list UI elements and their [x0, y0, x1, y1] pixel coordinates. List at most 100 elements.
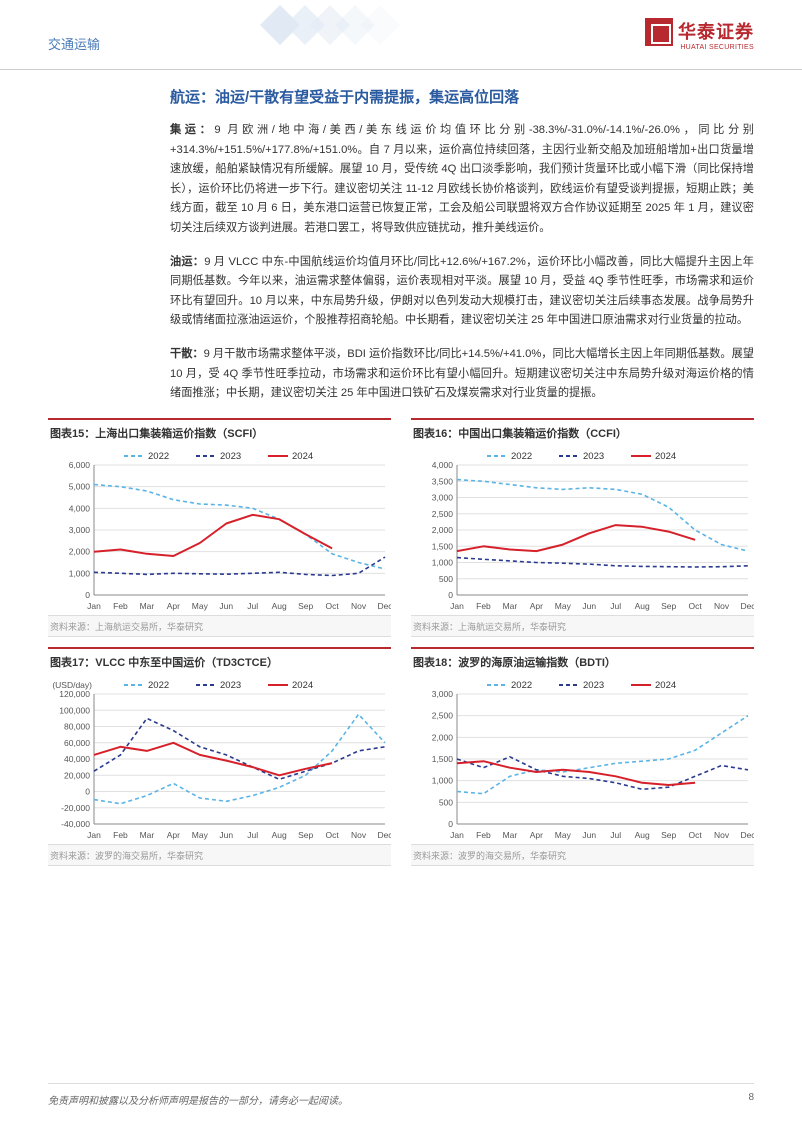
- paragraph-youyun: 油运：9 月 VLCC 中东-中国航线运价均值月环比/同比+12.6%/+167…: [170, 253, 754, 331]
- svg-text:0: 0: [448, 590, 453, 600]
- svg-text:Jul: Jul: [610, 601, 621, 611]
- svg-text:500: 500: [439, 573, 453, 583]
- svg-text:Nov: Nov: [351, 601, 367, 611]
- header-decoration: [260, 0, 440, 50]
- svg-text:1,000: 1,000: [69, 568, 91, 578]
- svg-text:Aug: Aug: [635, 601, 650, 611]
- svg-text:2,000: 2,000: [432, 732, 454, 742]
- svg-text:0: 0: [85, 590, 90, 600]
- svg-text:Jun: Jun: [582, 601, 596, 611]
- paragraph-gansan: 干散：9 月干散市场需求整体平淡，BDI 运价指数环比/同比+14.5%/+41…: [170, 345, 754, 404]
- svg-text:Oct: Oct: [325, 830, 339, 840]
- svg-text:Oct: Oct: [688, 601, 702, 611]
- svg-text:Jun: Jun: [582, 830, 596, 840]
- svg-text:80,000: 80,000: [64, 721, 90, 731]
- svg-text:4,000: 4,000: [432, 460, 454, 470]
- paragraph-jiyun: 集运：9 月欧洲/地中海/美西/美东线运价均值环比分别-38.3%/-31.0%…: [170, 121, 754, 239]
- page-footer: 免责声明和披露以及分析师声明是报告的一部分，请务必一起阅读。 8: [48, 1083, 754, 1107]
- svg-text:2023: 2023: [220, 680, 241, 691]
- chart-15-svg: 01,0002,0003,0004,0005,0006,000JanFebMar…: [48, 445, 391, 615]
- svg-text:Sep: Sep: [661, 601, 676, 611]
- svg-text:Mar: Mar: [140, 830, 155, 840]
- svg-text:2022: 2022: [148, 680, 169, 691]
- svg-text:2024: 2024: [655, 680, 676, 691]
- svg-text:Feb: Feb: [113, 601, 128, 611]
- page-number: 8: [748, 1092, 754, 1107]
- svg-text:May: May: [555, 601, 572, 611]
- page-header: 交通运输 华泰证券 HUATAI SECURITIES: [0, 0, 802, 70]
- svg-text:Aug: Aug: [272, 830, 287, 840]
- svg-text:Feb: Feb: [113, 830, 128, 840]
- svg-text:Jan: Jan: [87, 601, 101, 611]
- svg-text:Jul: Jul: [247, 601, 258, 611]
- svg-text:May: May: [192, 830, 209, 840]
- svg-text:Feb: Feb: [476, 601, 491, 611]
- logo-text-en: HUATAI SECURITIES: [678, 44, 754, 51]
- svg-text:(USD/day): (USD/day): [52, 680, 92, 690]
- svg-text:May: May: [192, 601, 209, 611]
- svg-text:Dec: Dec: [377, 830, 391, 840]
- svg-text:2023: 2023: [220, 451, 241, 462]
- svg-text:4,000: 4,000: [69, 503, 91, 513]
- svg-text:Apr: Apr: [530, 830, 543, 840]
- content-area: 航运：油运/干散有望受益于内需提振，集运高位回落 集运：9 月欧洲/地中海/美西…: [0, 70, 802, 404]
- svg-text:Jan: Jan: [450, 601, 464, 611]
- svg-text:Apr: Apr: [167, 830, 180, 840]
- svg-text:20,000: 20,000: [64, 770, 90, 780]
- svg-text:2023: 2023: [583, 451, 604, 462]
- chart-18-title: 图表18：波罗的海原油运输指数（BDTI）: [411, 647, 754, 674]
- chart-15-title: 图表15：上海出口集装箱运价指数（SCFI）: [48, 418, 391, 445]
- svg-text:Jan: Jan: [450, 830, 464, 840]
- svg-text:2,000: 2,000: [69, 546, 91, 556]
- svg-text:Nov: Nov: [351, 830, 367, 840]
- svg-text:2,500: 2,500: [432, 710, 454, 720]
- svg-text:3,500: 3,500: [432, 476, 454, 486]
- svg-text:Dec: Dec: [740, 601, 754, 611]
- svg-text:Apr: Apr: [530, 601, 543, 611]
- chart-15-block: 图表15：上海出口集装箱运价指数（SCFI） 0 1,000 2,000 3,000 4…: [48, 418, 391, 637]
- svg-text:Aug: Aug: [635, 830, 650, 840]
- svg-text:Jun: Jun: [219, 601, 233, 611]
- svg-text:Dec: Dec: [377, 601, 391, 611]
- chart-18-svg: 05001,0001,5002,0002,5003,000JanFebMarAp…: [411, 674, 754, 844]
- svg-text:Jul: Jul: [610, 830, 621, 840]
- chart-16-title: 图表16：中国出口集装箱运价指数（CCFI）: [411, 418, 754, 445]
- svg-text:Mar: Mar: [140, 601, 155, 611]
- chart-17-svg: -40,000-20,000020,00040,00060,00080,0001…: [48, 674, 391, 844]
- svg-text:Feb: Feb: [476, 830, 491, 840]
- svg-text:2022: 2022: [511, 680, 532, 691]
- svg-text:Dec: Dec: [740, 830, 754, 840]
- svg-text:2,500: 2,500: [432, 508, 454, 518]
- section-title: 航运：油运/干散有望受益于内需提振，集运高位回落: [170, 86, 754, 107]
- svg-text:3,000: 3,000: [69, 525, 91, 535]
- chart-16-block: 图表16：中国出口集装箱运价指数（CCFI） 05001,0001,5002,0…: [411, 418, 754, 637]
- svg-text:40,000: 40,000: [64, 754, 90, 764]
- chart-18-block: 图表18：波罗的海原油运输指数（BDTI） 05001,0001,5002,00…: [411, 647, 754, 866]
- svg-text:Apr: Apr: [167, 601, 180, 611]
- svg-text:Jun: Jun: [219, 830, 233, 840]
- chart-17-block: 图表17：VLCC 中东至中国运价（TD3CTCE） -40,000-20,00…: [48, 647, 391, 866]
- svg-text:5,000: 5,000: [69, 481, 91, 491]
- svg-text:3,000: 3,000: [432, 492, 454, 502]
- charts-row-1: 图表15：上海出口集装箱运价指数（SCFI） 0 1,000 2,000 3,000 4…: [0, 418, 802, 637]
- disclaimer-text: 免责声明和披露以及分析师声明是报告的一部分，请务必一起阅读。: [48, 1092, 348, 1107]
- category-label: 交通运输: [48, 34, 100, 53]
- svg-text:May: May: [555, 830, 572, 840]
- chart-18-source: 资料来源：波罗的海交易所，华泰研究: [411, 844, 754, 866]
- svg-text:0: 0: [85, 786, 90, 796]
- svg-text:120,000: 120,000: [59, 689, 90, 699]
- svg-text:Mar: Mar: [503, 601, 518, 611]
- svg-text:Jan: Jan: [87, 830, 101, 840]
- svg-text:2024: 2024: [655, 451, 676, 462]
- svg-text:100,000: 100,000: [59, 705, 90, 715]
- logo-text-cn: 华泰证券: [678, 18, 754, 44]
- svg-text:Sep: Sep: [298, 830, 313, 840]
- svg-text:2,000: 2,000: [432, 525, 454, 535]
- svg-text:Sep: Sep: [661, 830, 676, 840]
- chart-16-svg: 05001,0001,5002,0002,5003,0003,5004,000J…: [411, 445, 754, 615]
- svg-text:1,500: 1,500: [432, 754, 454, 764]
- svg-text:Oct: Oct: [688, 830, 702, 840]
- charts-row-2: 图表17：VLCC 中东至中国运价（TD3CTCE） -40,000-20,00…: [0, 647, 802, 866]
- chart-15-source: 资料来源：上海航运交易所，华泰研究: [48, 615, 391, 637]
- svg-text:500: 500: [439, 797, 453, 807]
